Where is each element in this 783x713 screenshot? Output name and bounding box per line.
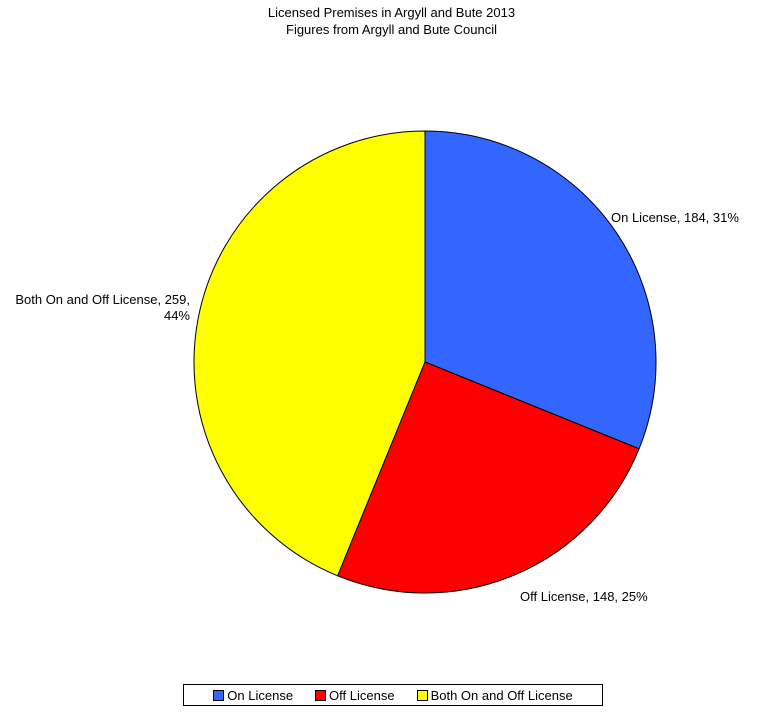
legend-label: Both On and Off License: [430, 687, 573, 703]
data-label: On License, 184, 31%: [611, 210, 739, 225]
legend-label: On License: [227, 687, 294, 703]
data-label: Off License, 148, 25%: [520, 589, 648, 604]
legend: On License Off License Both On and Off Lic…: [183, 684, 603, 706]
chart-subtitle: Figures from Argyll and Bute Council: [286, 22, 497, 37]
pie-slice: [193, 130, 426, 577]
legend-swatch: [213, 689, 225, 701]
legend-item: Off License: [315, 688, 395, 703]
data-label: Both On and Off License, 259, 44%: [15, 292, 190, 323]
legend-swatch: [315, 689, 327, 701]
legend-swatch: [416, 689, 428, 701]
legend-item: Both On and Off License: [416, 687, 573, 703]
pie-slice: [336, 361, 640, 594]
chart-title: Licensed Premises in Argyll and Bute 201…: [267, 5, 516, 20]
legend-item: On License: [213, 688, 293, 703]
pie-slice: [424, 130, 657, 450]
legend-label: Off License: [329, 687, 395, 703]
